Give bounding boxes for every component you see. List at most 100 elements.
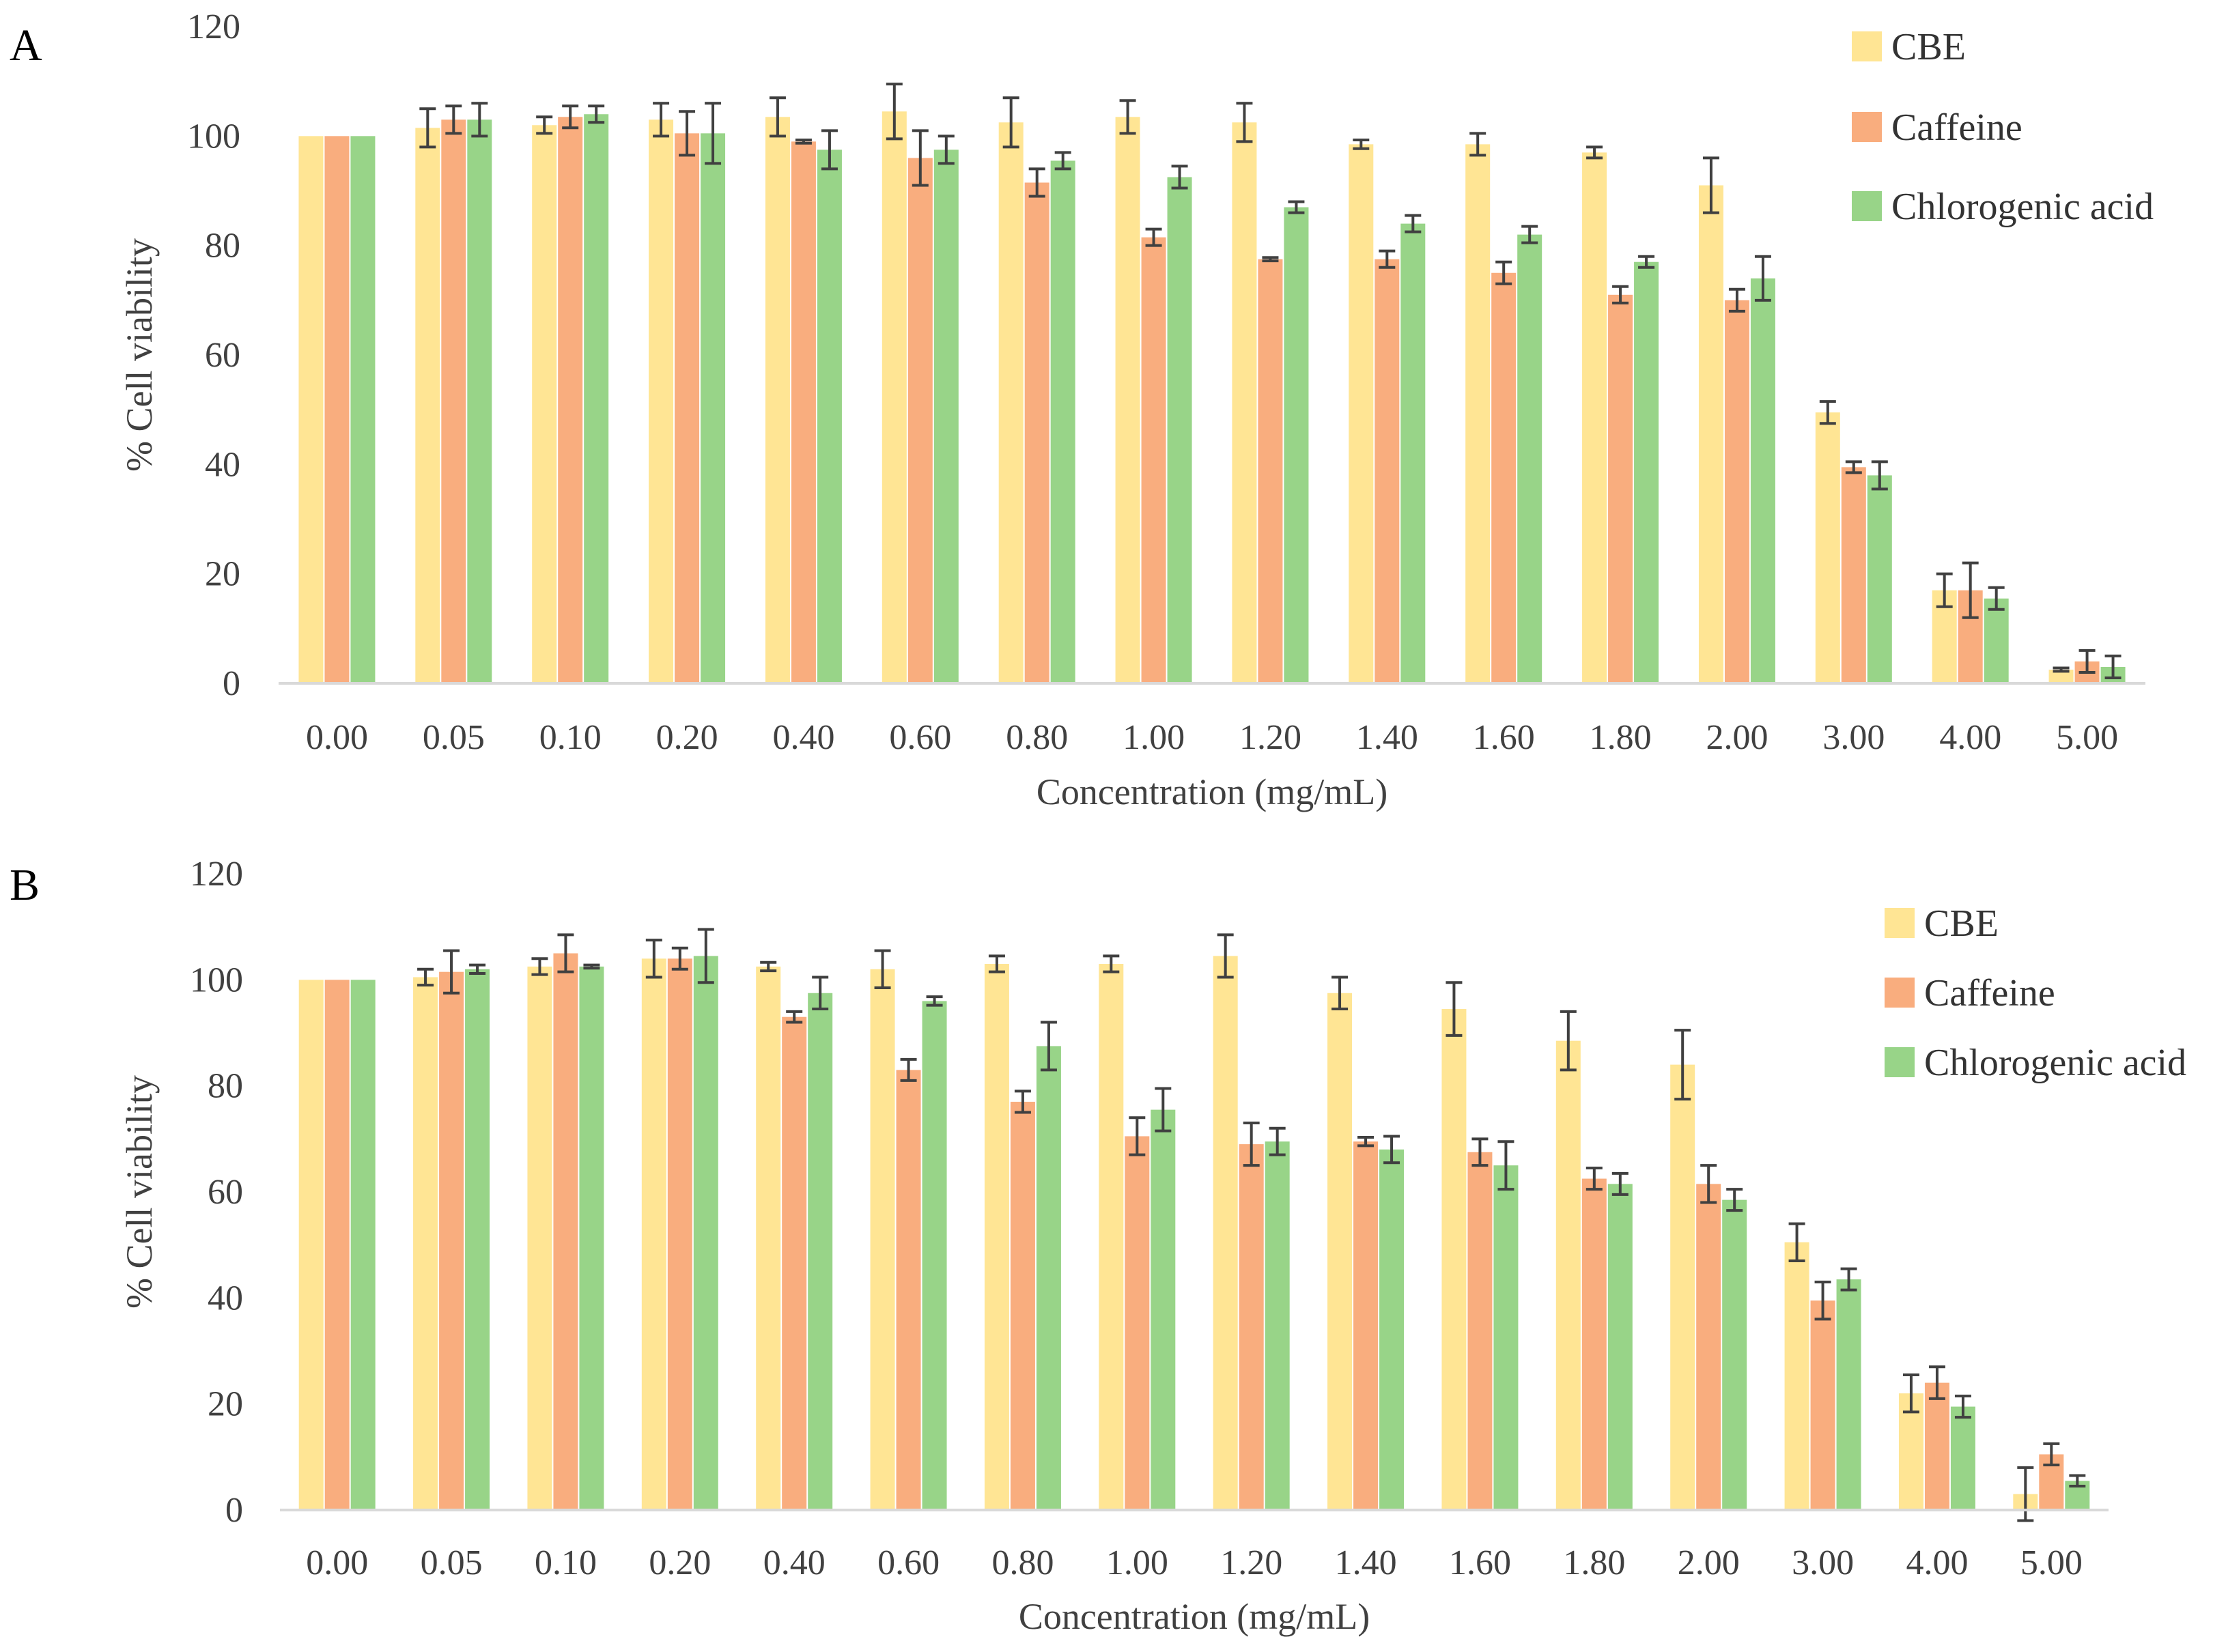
bar-caffeine <box>1581 1178 1607 1510</box>
y-tick-label: 80 <box>205 227 240 266</box>
y-tick-label: 60 <box>208 1173 243 1212</box>
bar-caffeine <box>782 1016 807 1510</box>
legend-swatch <box>1885 1047 1915 1077</box>
bar-chlorogenic-acid <box>1050 160 1075 684</box>
bar-caffeine <box>1810 1300 1835 1510</box>
bar-cbe <box>1784 1242 1809 1510</box>
y-tick-label: 60 <box>205 336 240 375</box>
bar-caffeine <box>324 980 350 1510</box>
bar-caffeine <box>667 958 692 1510</box>
bar-cbe <box>1327 993 1353 1510</box>
bar-cbe <box>527 966 552 1510</box>
x-tick-label: 1.20 <box>1239 718 1301 757</box>
x-tick-label: 0.80 <box>1006 718 1068 757</box>
x-tick-label: 2.00 <box>1678 1543 1740 1582</box>
y-tick-label: 40 <box>205 445 240 484</box>
x-tick-label: 0.00 <box>306 718 368 757</box>
legend-label: CBE <box>1891 26 1966 68</box>
y-tick-label: 0 <box>225 1491 243 1530</box>
bar-chlorogenic-acid <box>1836 1279 1861 1510</box>
y-tick-label: 100 <box>187 117 240 156</box>
legend-label: Caffeine <box>1891 106 2022 149</box>
bar-chlorogenic-acid <box>1284 207 1309 683</box>
bar-cbe <box>1555 1040 1581 1510</box>
panel-label: B <box>10 860 40 910</box>
chart-panel-b: B 0 20 40 60 80 100 120 0.00 0.05 0.10 0.20 0.40 0.60… <box>10 855 2186 1637</box>
x-tick-label: 0.40 <box>772 718 834 757</box>
bar-chlorogenic-acid <box>1722 1199 1747 1510</box>
bar-chlorogenic-acid <box>1400 223 1426 684</box>
bar-cbe <box>1213 956 1238 1510</box>
bar-caffeine <box>441 119 466 684</box>
bar-chlorogenic-acid <box>584 114 609 683</box>
x-tick-label: 4.00 <box>1906 1543 1968 1582</box>
bar-cbe <box>649 119 674 684</box>
bar-chlorogenic-acid <box>1167 177 1192 683</box>
y-tick-label: 0 <box>223 664 240 703</box>
x-tick-label: 1.00 <box>1123 718 1185 757</box>
x-tick-label: 0.20 <box>649 1543 711 1582</box>
y-axis-title: % Cell viability <box>119 1075 160 1309</box>
y-tick-label: 120 <box>190 855 243 894</box>
legend-swatch <box>1885 908 1915 938</box>
bar-chlorogenic-acid <box>1379 1149 1405 1510</box>
bar-chlorogenic-acid <box>350 136 376 684</box>
x-tick-label: 1.80 <box>1563 1543 1625 1582</box>
bar-cbe <box>413 977 438 1510</box>
x-tick-label: 0.10 <box>535 1543 597 1582</box>
legend-label: Chlorogenic acid <box>1924 1042 2186 1084</box>
x-tick-label: 0.80 <box>991 1543 1054 1582</box>
bar-chlorogenic-acid <box>1036 1046 1061 1510</box>
x-axis-title: Concentration (mg/mL) <box>1037 771 1387 812</box>
bar-cbe <box>298 980 324 1510</box>
bar-chlorogenic-acid <box>1151 1109 1176 1510</box>
bar-caffeine <box>553 953 578 1510</box>
bar-chlorogenic-acid <box>1750 278 1775 683</box>
bar-caffeine <box>1724 300 1749 683</box>
bar-chlorogenic-acid <box>922 1001 947 1510</box>
bar-cbe <box>1441 1009 1467 1510</box>
bar-chlorogenic-acid <box>817 149 842 683</box>
bar-chlorogenic-acid <box>579 966 604 1510</box>
legend-swatch <box>1852 112 1882 142</box>
x-tick-label: 1.20 <box>1220 1543 1282 1582</box>
legend-label: Chlorogenic acid <box>1891 186 2154 228</box>
bar-cbe <box>532 125 557 684</box>
bar-cbe <box>1815 412 1840 683</box>
bar-caffeine <box>1010 1101 1035 1510</box>
y-tick-label: 20 <box>208 1385 243 1424</box>
bar-cbe <box>1465 144 1491 683</box>
x-axis-title: Concentration (mg/mL) <box>1019 1596 1370 1637</box>
bar-caffeine <box>439 971 464 1510</box>
x-tick-label: 1.40 <box>1335 1543 1397 1582</box>
x-tick-label: 0.60 <box>877 1543 940 1582</box>
x-tick-label: 1.60 <box>1473 718 1535 757</box>
bar-chlorogenic-acid <box>1607 1184 1633 1510</box>
panel-label: A <box>10 20 42 70</box>
legend-swatch <box>1885 978 1915 1008</box>
bar-caffeine <box>907 158 933 683</box>
y-tick-label: 20 <box>205 555 240 594</box>
bar-caffeine <box>1608 294 1633 684</box>
x-tick-label: 0.10 <box>539 718 602 757</box>
bar-caffeine <box>1239 1144 1264 1510</box>
x-tick-label: 1.00 <box>1106 1543 1168 1582</box>
bar-caffeine <box>558 117 583 683</box>
bar-chlorogenic-acid <box>1984 598 2009 683</box>
bar-chlorogenic-acid <box>1634 261 1659 683</box>
bar-cbe <box>882 111 907 684</box>
bar-caffeine <box>1024 182 1049 684</box>
bar-cbe <box>998 122 1024 683</box>
x-tick-label: 1.40 <box>1356 718 1418 757</box>
legend-label: Caffeine <box>1924 972 2055 1014</box>
bar-caffeine <box>1696 1184 1721 1510</box>
bar-cbe <box>1232 122 1257 683</box>
bar-caffeine <box>1125 1136 1150 1510</box>
x-tick-label: 0.20 <box>656 718 718 757</box>
bar-caffeine <box>1467 1152 1493 1510</box>
bar-chlorogenic-acid <box>693 956 718 1510</box>
x-tick-label: 0.05 <box>423 718 485 757</box>
bar-chlorogenic-acid <box>350 980 376 1510</box>
y-tick-label: 100 <box>190 960 243 999</box>
